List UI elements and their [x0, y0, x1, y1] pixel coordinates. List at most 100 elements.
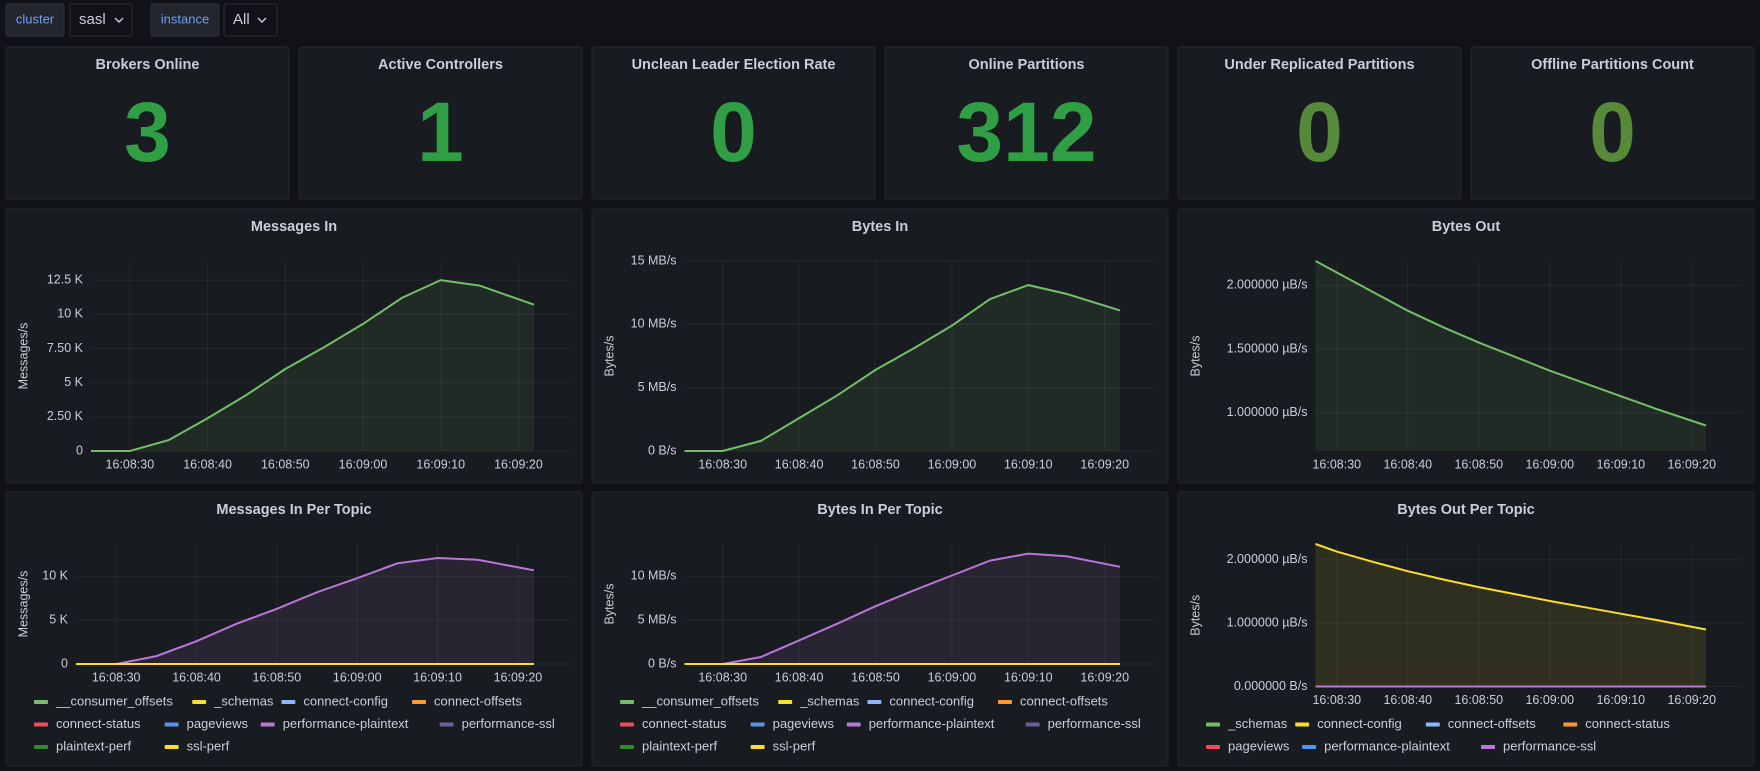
panel: [591, 46, 876, 200]
legend-swatch: [412, 700, 426, 704]
variable-label: cluster: [16, 11, 55, 26]
series-line: [1315, 260, 1707, 427]
panel: [591, 491, 1169, 767]
y-tick-label: 10 K: [57, 307, 83, 321]
legend-swatch: [281, 700, 296, 704]
legend-label: ssl-perf: [187, 738, 230, 753]
x-tick-label: 16:08:30: [698, 670, 747, 684]
y-tick-label: 2.000000 µB/s: [1227, 278, 1308, 292]
panel: [298, 46, 583, 200]
y-tick-label: 1.000000 µB/s: [1227, 615, 1308, 629]
x-tick-label: 16:08:40: [1383, 457, 1432, 471]
stat-title: Online Partitions: [968, 57, 1084, 73]
x-tick-label: 16:09:00: [1525, 693, 1574, 707]
panel-title: Bytes Out: [1432, 219, 1501, 235]
y-axis-label: Messages/s: [16, 323, 30, 390]
x-tick-label: 16:09:00: [339, 457, 388, 471]
series-line: [76, 556, 535, 665]
x-tick-label: 16:09:10: [416, 457, 465, 471]
legend-swatch: [867, 700, 882, 704]
legend-label: performance-ssl: [1503, 738, 1596, 753]
legend-swatch: [1425, 722, 1440, 727]
legend-swatch: [34, 700, 48, 704]
panel-title: Messages In: [251, 219, 337, 235]
legend-swatch: [164, 745, 179, 749]
series-area: [91, 280, 534, 451]
variable-dropdown[interactable]: [223, 3, 278, 37]
legend-label: connect-config: [303, 693, 388, 708]
panel: [1177, 46, 1462, 200]
y-tick-label: 0.000000 B/s: [1234, 679, 1308, 693]
variable-value[interactable]: sasl: [79, 11, 106, 28]
legend-label: _schemas: [213, 693, 274, 708]
x-tick-label: 16:08:30: [92, 670, 141, 684]
legend-swatch: [620, 745, 634, 749]
y-axis-label: Bytes/s: [602, 584, 616, 625]
series-area: [684, 553, 1120, 664]
legend-label: connect-offsets: [1448, 716, 1536, 731]
x-tick-label: 16:08:30: [1312, 457, 1361, 471]
x-tick-label: 16:09:20: [1080, 457, 1129, 471]
legend-swatch: [1295, 722, 1310, 727]
y-axis-label: Messages/s: [16, 571, 30, 638]
panel: [1177, 491, 1755, 767]
legend-label: pageviews: [1228, 738, 1290, 753]
y-tick-label: 5 K: [64, 375, 83, 389]
variable-dropdown[interactable]: [69, 3, 133, 37]
legend-swatch: [1563, 722, 1578, 727]
stat-value: 312: [956, 85, 1096, 179]
legend-label: __consumer_offsets: [55, 693, 173, 708]
series-line: [91, 279, 535, 452]
y-tick-label: 0: [76, 443, 83, 457]
legend-swatch: [750, 745, 765, 749]
x-tick-label: 16:08:40: [1383, 693, 1432, 707]
y-tick-label: 1.000000 µB/s: [1227, 405, 1308, 419]
x-tick-label: 16:09:20: [1667, 457, 1716, 471]
series-area: [76, 558, 534, 664]
variable-value[interactable]: All: [233, 11, 250, 28]
legend-swatch: [620, 722, 634, 727]
legend-label: connect-status: [642, 716, 727, 731]
legend-label: _schemas: [1227, 716, 1288, 731]
x-tick-label: 16:09:00: [1525, 457, 1574, 471]
legend-swatch: [750, 722, 765, 727]
legend-swatch: [260, 722, 275, 727]
legend-label: connect-config: [1317, 716, 1402, 731]
legend-label: connect-status: [56, 716, 141, 731]
y-tick-label: 0: [61, 656, 68, 670]
x-tick-label: 16:09:10: [1596, 693, 1645, 707]
legend-label: performance-plaintext: [283, 716, 409, 731]
stat-title: Active Controllers: [378, 57, 503, 73]
x-tick-label: 16:08:40: [775, 457, 824, 471]
x-tick-label: 16:08:30: [1312, 693, 1361, 707]
stat-title: Offline Partitions Count: [1531, 57, 1694, 73]
legend-swatch: [1481, 745, 1495, 749]
panel-title: Bytes Out Per Topic: [1397, 502, 1535, 518]
legend-swatch: [1025, 722, 1040, 727]
legend-swatch: [1206, 722, 1220, 727]
legend-label: connect-config: [889, 693, 974, 708]
x-tick-label: 16:09:10: [413, 670, 462, 684]
legend-label: connect-status: [1585, 716, 1670, 731]
series-area: [1315, 544, 1706, 687]
legend-label: connect-offsets: [1020, 693, 1108, 708]
legend-swatch: [1206, 745, 1220, 749]
panel: [1470, 46, 1755, 200]
legend-swatch: [846, 722, 861, 727]
legend-label: __consumer_offsets: [641, 693, 759, 708]
x-tick-label: 16:08:30: [698, 457, 747, 471]
legend-swatch: [1302, 745, 1317, 749]
legend-swatch: [192, 700, 207, 704]
variable-label-box: [5, 3, 65, 37]
y-tick-label: 10 MB/s: [631, 317, 677, 331]
x-tick-label: 16:08:30: [106, 457, 155, 471]
stat-title: Brokers Online: [96, 57, 200, 73]
y-tick-label: 7.50 K: [47, 341, 84, 355]
legend-swatch: [439, 722, 454, 727]
series-line: [1315, 543, 1707, 631]
stat-value: 0: [1589, 85, 1636, 179]
legend-swatch: [778, 700, 793, 704]
series-line: [684, 552, 1121, 665]
x-tick-label: 16:09:00: [928, 670, 977, 684]
